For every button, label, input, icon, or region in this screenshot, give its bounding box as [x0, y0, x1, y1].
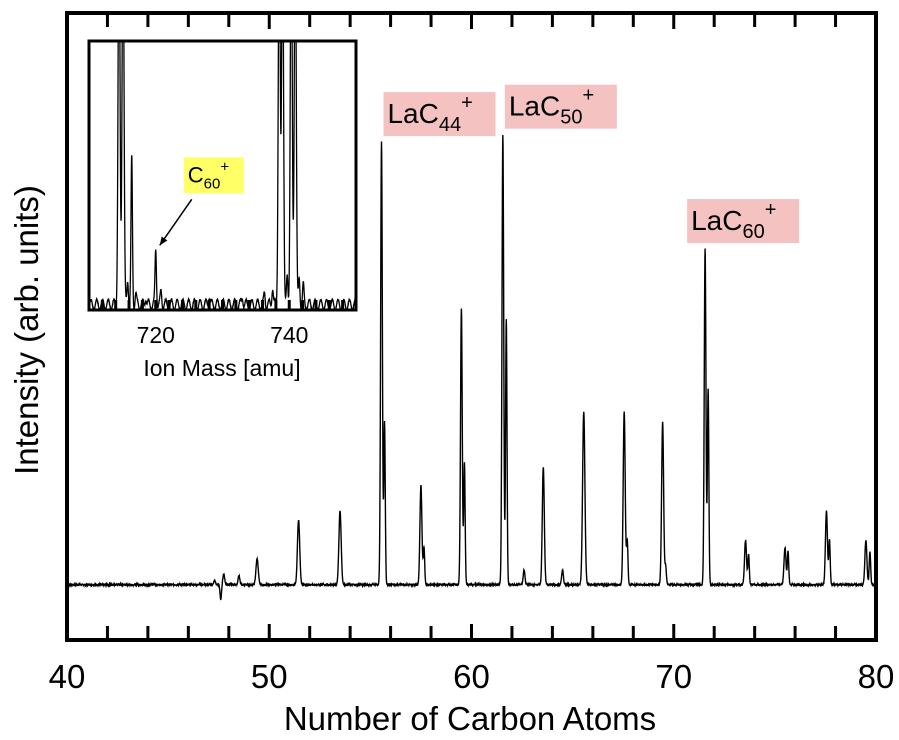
annotation-label: LaC60+ — [691, 199, 776, 243]
peak-annotation: LaC60+ — [687, 199, 800, 244]
x-tick-label: 80 — [858, 658, 895, 695]
inset-x-axis-label: Ion Mass [amu] — [143, 355, 300, 381]
inset-annotation: C60+ — [159, 157, 244, 246]
annotation-label: LaC44+ — [387, 92, 472, 136]
annotation-box — [504, 84, 617, 129]
annotation-box — [383, 92, 496, 137]
x-tick-label: 50 — [251, 658, 288, 695]
spectrum-line — [66, 134, 877, 601]
peak-annotation: LaC44+ — [383, 92, 496, 137]
inset-labels: Ion Mass [amu] — [143, 355, 300, 381]
x-tick-label: 60 — [453, 658, 490, 695]
annotation-label: LaC50+ — [509, 85, 594, 129]
inset-x-tick-label: 740 — [270, 322, 308, 348]
annotation-arrow — [159, 198, 193, 246]
x-tick-label: 40 — [49, 658, 86, 695]
x-tick-label: 70 — [655, 658, 692, 695]
inset-x-tick-label: 720 — [137, 322, 175, 348]
peak-annotation: LaC50+ — [504, 84, 617, 129]
inset-plot: 720 740 C60+ — [87, 39, 358, 348]
annotation-box — [183, 157, 244, 194]
y-axis-label: Intensity (arb. units) — [8, 185, 45, 475]
annotation-label: C60+ — [188, 158, 230, 192]
main-plot: 40 50 60 70 80 LaC44+ LaC50+ LaC60+ — [49, 11, 895, 695]
x-axis-label: Number of Carbon Atoms — [284, 700, 656, 737]
annotation-box — [687, 199, 800, 244]
arrow-head — [159, 236, 168, 246]
main-labels: Number of Carbon Atoms Intensity (arb. u… — [8, 185, 656, 737]
